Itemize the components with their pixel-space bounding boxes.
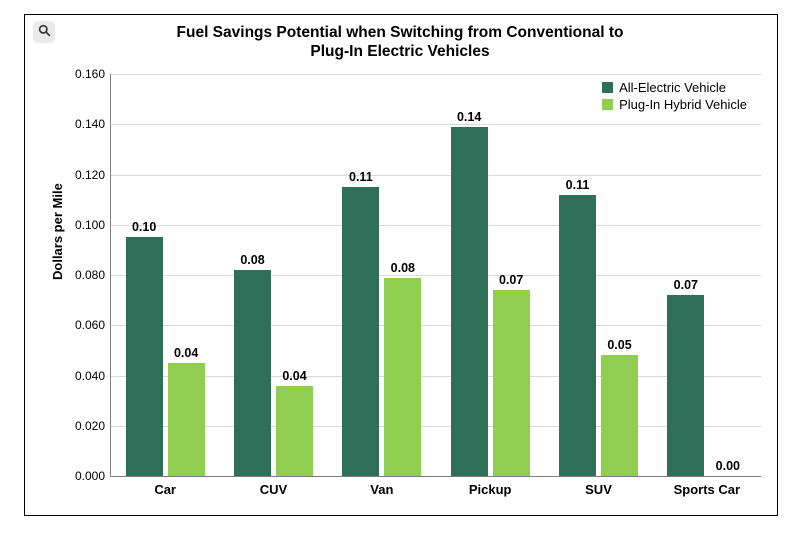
bar-value-label: 0.11 bbox=[349, 170, 373, 187]
legend-item: All-Electric Vehicle bbox=[602, 80, 747, 95]
legend: All-Electric Vehicle Plug-In Hybrid Vehic… bbox=[602, 80, 747, 114]
y-tick-label: 0.120 bbox=[75, 168, 111, 182]
bar: 0.11 bbox=[342, 187, 379, 476]
bar: 0.07 bbox=[493, 290, 530, 476]
x-tick-label: CUV bbox=[260, 476, 287, 497]
x-tick-label: Van bbox=[370, 476, 393, 497]
y-axis-label: Dollars per Mile bbox=[50, 183, 65, 280]
bar: 0.08 bbox=[384, 278, 421, 476]
plot-area: All-Electric Vehicle Plug-In Hybrid Vehic… bbox=[110, 74, 761, 477]
legend-item: Plug-In Hybrid Vehicle bbox=[602, 97, 747, 112]
grid-line bbox=[111, 175, 761, 176]
bar-value-label: 0.08 bbox=[240, 253, 264, 270]
bar-value-label: 0.05 bbox=[607, 338, 631, 355]
bar: 0.11 bbox=[559, 195, 596, 476]
bar: 0.10 bbox=[126, 237, 163, 476]
title-line-2: Plug-In Electric Vehicles bbox=[310, 43, 489, 60]
bar-value-label: 0.14 bbox=[457, 110, 481, 127]
legend-swatch bbox=[602, 82, 613, 93]
grid-line bbox=[111, 426, 761, 427]
bar-value-label: 0.00 bbox=[716, 459, 740, 476]
x-tick-label: Pickup bbox=[469, 476, 512, 497]
x-tick-label: Sports Car bbox=[674, 476, 740, 497]
y-tick-label: 0.000 bbox=[75, 469, 111, 483]
bar: 0.07 bbox=[667, 295, 704, 476]
chart-title: Fuel Savings Potential when Switching fr… bbox=[0, 23, 800, 62]
title-line-1: Fuel Savings Potential when Switching fr… bbox=[177, 24, 624, 41]
y-tick-label: 0.060 bbox=[75, 318, 111, 332]
bar-value-label: 0.07 bbox=[499, 273, 523, 290]
bar-value-label: 0.10 bbox=[132, 220, 156, 237]
y-tick-label: 0.100 bbox=[75, 218, 111, 232]
legend-label: Plug-In Hybrid Vehicle bbox=[619, 97, 747, 112]
bar: 0.14 bbox=[451, 127, 488, 476]
bar: 0.04 bbox=[168, 363, 205, 476]
grid-line bbox=[111, 376, 761, 377]
bar-value-label: 0.04 bbox=[174, 346, 198, 363]
y-tick-label: 0.160 bbox=[75, 67, 111, 81]
grid-line bbox=[111, 124, 761, 125]
y-tick-label: 0.020 bbox=[75, 419, 111, 433]
bar-value-label: 0.11 bbox=[566, 178, 590, 195]
bar: 0.05 bbox=[601, 355, 638, 476]
bar: 0.04 bbox=[276, 386, 313, 476]
grid-line bbox=[111, 275, 761, 276]
grid-line bbox=[111, 325, 761, 326]
legend-label: All-Electric Vehicle bbox=[619, 80, 726, 95]
x-tick-label: SUV bbox=[585, 476, 612, 497]
y-tick-label: 0.080 bbox=[75, 268, 111, 282]
grid-line bbox=[111, 225, 761, 226]
grid-line bbox=[111, 74, 761, 75]
bar-value-label: 0.08 bbox=[391, 261, 415, 278]
bar-value-label: 0.07 bbox=[674, 278, 698, 295]
y-tick-label: 0.040 bbox=[75, 369, 111, 383]
x-tick-label: Car bbox=[154, 476, 176, 497]
legend-swatch bbox=[602, 99, 613, 110]
bar-value-label: 0.04 bbox=[282, 369, 306, 386]
bar: 0.08 bbox=[234, 270, 271, 476]
y-tick-label: 0.140 bbox=[75, 117, 111, 131]
